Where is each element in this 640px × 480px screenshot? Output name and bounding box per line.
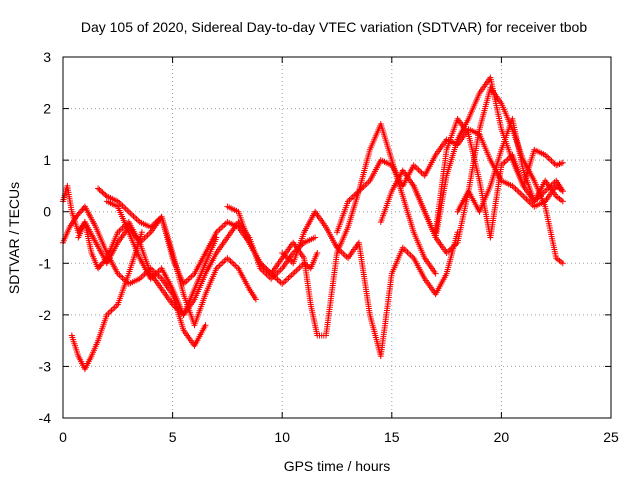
grid — [63, 57, 611, 418]
x-tick-label: 0 — [59, 429, 67, 445]
y-axis-label: SDTVAR / TECUs — [6, 182, 22, 294]
data-points — [60, 74, 566, 372]
y-tick-label: 1 — [43, 152, 51, 168]
y-tick-label: 2 — [43, 101, 51, 117]
plus-markers — [432, 115, 566, 241]
x-tick-label: 5 — [169, 429, 177, 445]
x-tick-label: 25 — [603, 429, 619, 445]
series-track-8 — [279, 208, 461, 360]
x-tick-label: 15 — [384, 429, 400, 445]
plus-markers — [454, 115, 566, 215]
x-axis-label: GPS time / hours — [284, 458, 391, 474]
y-tick-label: 3 — [43, 49, 51, 65]
chart-title: Day 105 of 2020, Sidereal Day-to-day VTE… — [81, 19, 588, 35]
series-track-12 — [432, 115, 566, 241]
y-tick-label: -2 — [39, 307, 52, 323]
x-tick-label: 20 — [494, 429, 510, 445]
axis-ticks: 0 5 10 15 20 25 -4 -3 -2 -1 0 1 2 3 — [39, 49, 619, 445]
y-tick-label: -1 — [39, 255, 52, 271]
x-tick-label: 10 — [274, 429, 290, 445]
plot-frame — [62, 56, 612, 419]
y-tick-label: -4 — [39, 410, 52, 426]
plus-markers — [224, 121, 439, 339]
series-track-7 — [224, 121, 439, 339]
y-tick-label: -3 — [39, 358, 52, 374]
series-track-13 — [454, 115, 566, 215]
plus-markers — [279, 208, 461, 360]
y-tick-label: 0 — [43, 204, 51, 220]
